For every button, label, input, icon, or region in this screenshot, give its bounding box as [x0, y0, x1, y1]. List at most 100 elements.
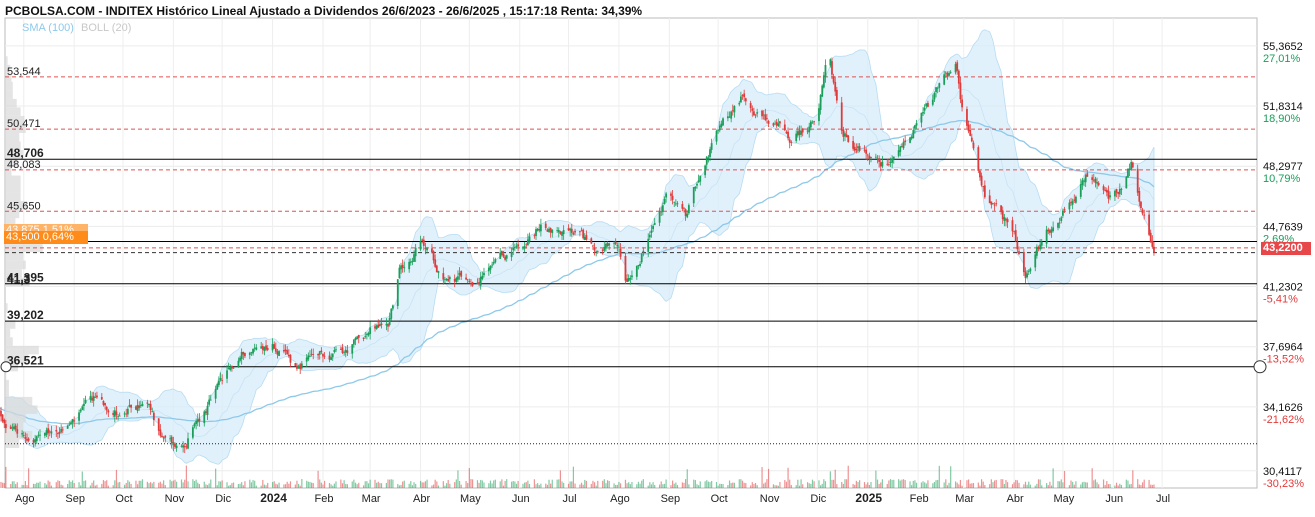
candle-body — [1036, 247, 1038, 256]
candle-body — [886, 164, 888, 165]
candle-body — [629, 278, 631, 279]
volume-bar — [415, 484, 416, 488]
candle-body — [44, 433, 46, 436]
candle-body — [301, 364, 303, 369]
y-tick-label: 34,1626 — [1263, 402, 1303, 414]
candle-body — [1039, 245, 1041, 250]
candle-body — [107, 410, 109, 412]
volume-bar — [779, 482, 780, 488]
candle-body — [511, 252, 513, 257]
volume-bar — [306, 481, 307, 488]
candle-body — [716, 131, 718, 142]
volume-bar — [890, 479, 891, 488]
candle-body — [693, 187, 695, 203]
volume-bar — [317, 471, 318, 488]
current-price-badge-left: 43,500 0,64% — [4, 231, 88, 244]
volume-bar — [231, 483, 232, 488]
volume-bar — [251, 482, 252, 488]
level-label: 39,202 — [7, 308, 44, 322]
volume-bar — [662, 484, 663, 488]
volume-bar — [5, 467, 6, 488]
level-label: 53,544 — [7, 66, 41, 78]
candle-body — [927, 103, 929, 107]
volume-bar — [739, 479, 740, 488]
candle-body — [265, 345, 267, 349]
volume-bar — [226, 482, 227, 488]
volume-bar — [573, 467, 574, 488]
candle-body — [647, 239, 649, 252]
candle-body — [969, 130, 971, 136]
candle-body — [522, 247, 524, 248]
volume-bar — [674, 484, 675, 488]
x-tick-label: Abr — [1007, 493, 1024, 505]
candle-body — [810, 121, 812, 127]
volume-bar — [994, 480, 995, 488]
candle-body — [904, 141, 906, 143]
candle-body — [392, 305, 394, 308]
volume-bar — [513, 481, 514, 488]
volume-bar — [1144, 480, 1145, 488]
candle-body — [481, 276, 483, 279]
volume-bar — [1005, 480, 1006, 488]
volume-bar — [192, 479, 193, 488]
volume-bar — [456, 479, 457, 488]
price-volume-bar — [5, 107, 21, 116]
volume-bar — [859, 480, 860, 488]
volume-bar — [199, 484, 200, 488]
volume-bar — [511, 482, 512, 488]
volume-bar — [695, 480, 696, 488]
candle-body — [751, 108, 753, 110]
candle-body — [932, 100, 934, 105]
candle-body — [960, 83, 962, 100]
candle-body — [55, 430, 57, 431]
candle-body — [192, 427, 194, 437]
candle-body — [642, 251, 644, 252]
candle-body — [129, 405, 131, 407]
legend-sma[interactable]: SMA (100) — [22, 22, 74, 34]
candle-body — [654, 223, 656, 225]
candle-body — [916, 123, 918, 125]
price-volume-bar — [5, 380, 9, 389]
volume-bar — [228, 486, 229, 488]
volume-bar — [796, 485, 797, 488]
volume-bar — [882, 479, 883, 488]
candle-body — [756, 112, 758, 113]
volume-bar — [218, 481, 219, 488]
candle-body — [551, 230, 553, 234]
volume-bar — [675, 483, 676, 488]
volume-bar — [700, 481, 701, 488]
candle-body — [681, 204, 683, 209]
candle-body — [603, 247, 605, 251]
candle-body — [938, 83, 940, 88]
volume-bar — [957, 483, 958, 488]
price-volume-bar — [5, 388, 9, 397]
volume-bar — [265, 485, 266, 488]
volume-bar — [69, 480, 70, 488]
x-tick-label: Dic — [810, 493, 826, 505]
volume-bar — [778, 486, 779, 488]
candle-body — [16, 429, 18, 434]
volume-bar — [345, 484, 346, 488]
candle-body — [210, 400, 212, 401]
candle-body — [584, 237, 586, 240]
volume-bar — [856, 481, 857, 488]
volume-bar — [215, 469, 216, 488]
candle-body — [317, 354, 319, 355]
candle-body — [854, 147, 856, 151]
candle-body — [252, 349, 254, 354]
volume-bar — [127, 480, 128, 488]
candle-body — [982, 186, 984, 187]
legend-boll[interactable]: BOLL (20) — [81, 22, 131, 34]
volume-bar — [607, 480, 608, 488]
candle-body — [39, 435, 41, 436]
volume-bar — [602, 481, 603, 488]
volume-bar — [205, 484, 206, 488]
volume-bar — [586, 481, 587, 488]
candle-body — [1098, 183, 1100, 185]
candle-body — [524, 246, 526, 248]
volume-bar — [490, 481, 491, 488]
candle-body — [254, 348, 256, 349]
candle-body — [880, 162, 882, 166]
volume-bar — [309, 482, 310, 488]
candle-body — [215, 389, 217, 399]
